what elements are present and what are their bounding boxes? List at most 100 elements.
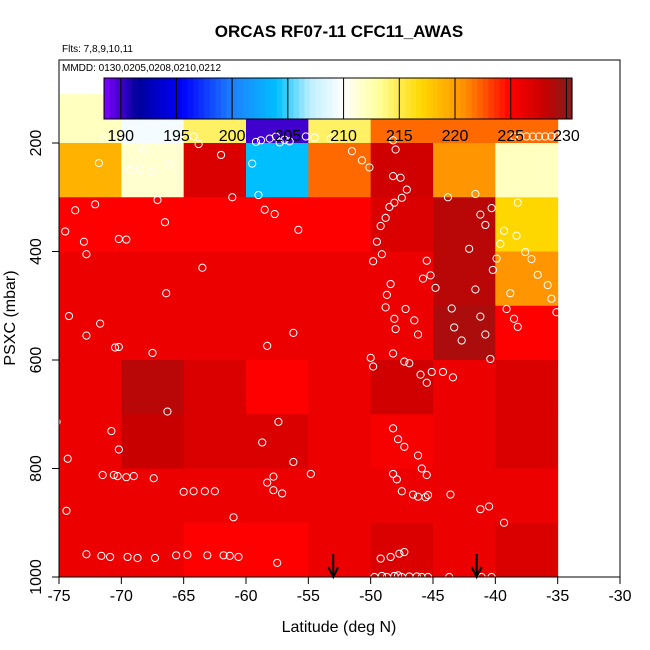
observation-point [254,190,263,200]
colorbar-swatch [182,78,189,119]
observation-point [91,200,100,209]
colorbar-swatch [499,78,506,119]
colorbar-swatch [388,78,395,119]
colorbar-swatch [310,78,317,119]
heatmap-cell [183,360,247,415]
heatmap-cell [308,197,372,253]
observation-point [148,348,157,358]
y-tick-label: 200 [28,130,45,157]
colorbar-swatch [165,78,172,119]
colorbar-swatch [416,78,423,119]
observation-point [280,135,289,144]
observation-point [377,571,386,577]
heatmap-cell [121,305,185,361]
observation-point [402,185,411,194]
observation-point [563,334,572,343]
heatmap-cell [433,251,496,307]
x-tick-label: -75 [47,588,70,605]
observation-point [401,304,410,314]
x-tick-label: -30 [608,588,631,605]
colorbar-swatch [237,78,244,119]
observation-point [229,513,238,522]
observation-point [471,189,480,199]
observation-point [527,254,536,264]
observation-point [369,362,378,371]
observation-point [64,311,74,321]
observation-point [278,489,287,498]
observation-point [135,164,145,174]
heatmap-cell [308,414,372,470]
colorbar-swatch [477,78,484,119]
observation-point [385,202,394,212]
heatmap-cell [370,360,434,415]
colorbar-swatch [382,78,389,119]
observation-point [477,572,486,577]
colorbar-swatch [399,78,406,119]
observation-point [513,322,522,332]
heatmap-cell [183,251,247,307]
heatmap-cell [308,251,372,307]
observation-point [481,220,490,230]
colorbar-swatch [215,78,222,119]
y-axis-label: PSXC (mbar) [2,270,19,365]
colorbar-swatch [187,78,194,119]
observation-point [386,552,395,562]
observation-point [256,136,266,145]
heatmap-cell [59,522,122,577]
observation-point [421,493,430,502]
heatmap-cell [433,522,496,577]
observation-point [476,210,485,219]
observation-point [271,132,281,141]
colorbar-swatch [332,78,339,119]
observation-point [412,572,421,577]
observation-point [189,487,198,496]
heatmap-cell [495,251,559,307]
colorbar-swatch [209,78,217,119]
observation-point [446,490,455,499]
observation-point [382,290,391,300]
colorbar-tick-label: 220 [442,128,469,145]
observation-point [129,471,138,481]
observation-point [541,132,550,141]
colorbar-swatch [282,78,289,119]
heatmap-cell [433,360,496,415]
observation-point [106,552,115,562]
colorbar-swatch [377,78,384,119]
colorbar-swatch [505,78,512,119]
colorbar-swatch [371,78,378,119]
observation-point [150,553,160,563]
observation-point [133,553,142,563]
observation-point [476,312,485,321]
heatmap-cell [370,305,434,361]
observation-point [481,330,490,339]
colorbar-swatch [443,78,451,119]
observation-point [139,145,148,155]
observation-point [509,314,519,323]
colorbar-swatch [494,78,501,119]
observation-point [382,572,391,577]
heatmap-cell [370,522,434,577]
colorbar-swatch [293,78,300,119]
colorbar-swatch [482,78,490,119]
observation-point [397,487,406,496]
colorbar-swatch [115,78,122,119]
observation-point [114,445,123,454]
heatmap-cell [183,305,247,361]
x-tick-label: -45 [421,588,444,605]
colorbar-swatch [109,78,116,119]
heatmap-cell [370,143,434,198]
observation-point [200,487,209,496]
observation-point [149,474,158,483]
colorbar-swatch [176,78,183,119]
observation-point [513,198,522,207]
observation-point [153,195,162,205]
colorbar-swatch [455,78,462,119]
heatmap-cell [308,468,372,524]
observation-point [289,328,298,337]
observation-point [431,283,440,292]
observation-point [376,221,385,231]
observation-point [114,342,123,352]
observation-point [258,438,267,447]
colorbar-swatch [488,78,495,119]
colorbar-swatch [555,78,562,119]
